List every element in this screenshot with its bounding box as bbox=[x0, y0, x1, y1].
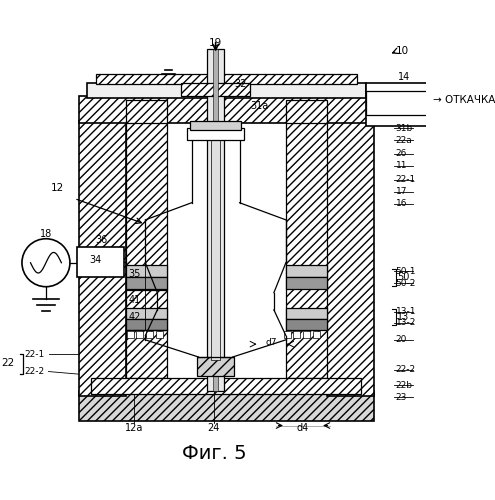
Bar bbox=[366, 83, 430, 126]
Text: 22b: 22b bbox=[396, 381, 412, 390]
Text: 50-2: 50-2 bbox=[396, 279, 416, 288]
Bar bbox=[207, 48, 224, 392]
Bar bbox=[92, 378, 361, 394]
Text: d7: d7 bbox=[265, 338, 277, 347]
Text: 34: 34 bbox=[90, 255, 102, 265]
Text: 36: 36 bbox=[96, 234, 108, 244]
Text: 24: 24 bbox=[208, 423, 220, 433]
Bar bbox=[187, 128, 244, 140]
Bar bbox=[286, 320, 327, 330]
Bar bbox=[293, 332, 299, 338]
Bar bbox=[181, 83, 250, 96]
Text: 12a: 12a bbox=[125, 423, 144, 433]
Bar bbox=[126, 266, 167, 278]
Text: 11: 11 bbox=[396, 162, 407, 170]
Bar bbox=[79, 122, 126, 396]
Bar bbox=[126, 100, 167, 123]
Text: 19: 19 bbox=[209, 38, 222, 48]
Bar bbox=[286, 100, 327, 123]
Bar bbox=[286, 266, 327, 278]
Bar bbox=[286, 122, 327, 378]
Text: 50-1: 50-1 bbox=[396, 267, 416, 276]
Text: 31a: 31a bbox=[250, 101, 268, 111]
Bar bbox=[156, 332, 163, 338]
Bar bbox=[211, 128, 220, 360]
Text: 50: 50 bbox=[397, 272, 410, 282]
Text: Фиг. 5: Фиг. 5 bbox=[182, 444, 246, 464]
Bar bbox=[96, 74, 357, 85]
Bar bbox=[303, 332, 310, 338]
Bar bbox=[197, 357, 235, 376]
Text: 10: 10 bbox=[396, 46, 409, 56]
Text: 13: 13 bbox=[397, 312, 409, 322]
Text: 12: 12 bbox=[51, 183, 64, 193]
Bar bbox=[167, 122, 327, 378]
Bar bbox=[126, 278, 167, 289]
Bar bbox=[126, 122, 167, 378]
Bar bbox=[126, 308, 167, 320]
Text: 31b: 31b bbox=[396, 124, 413, 132]
Bar bbox=[284, 332, 291, 338]
Bar bbox=[286, 278, 327, 289]
Bar bbox=[366, 92, 430, 116]
Text: 22a: 22a bbox=[396, 136, 412, 144]
Text: 22-1: 22-1 bbox=[25, 350, 45, 359]
Bar bbox=[146, 332, 153, 338]
Bar bbox=[87, 83, 366, 98]
Text: 35: 35 bbox=[128, 269, 141, 279]
Text: 23: 23 bbox=[396, 393, 407, 402]
Bar bbox=[136, 332, 143, 338]
Text: 14: 14 bbox=[398, 72, 410, 82]
Bar bbox=[127, 332, 134, 338]
Text: 22: 22 bbox=[1, 358, 15, 368]
Bar bbox=[213, 48, 218, 392]
Bar bbox=[190, 122, 242, 130]
Bar bbox=[286, 308, 327, 320]
Text: 22-1: 22-1 bbox=[396, 175, 416, 184]
Text: 41: 41 bbox=[128, 294, 141, 304]
Bar bbox=[79, 96, 374, 123]
Text: d4: d4 bbox=[297, 423, 309, 433]
Bar bbox=[313, 332, 320, 338]
Text: 22-2: 22-2 bbox=[396, 366, 416, 374]
Text: 18: 18 bbox=[40, 230, 52, 239]
Text: 20: 20 bbox=[396, 336, 407, 344]
Text: 32: 32 bbox=[235, 80, 247, 90]
Bar bbox=[79, 392, 374, 421]
Text: 16: 16 bbox=[396, 199, 407, 208]
Text: 17: 17 bbox=[396, 187, 407, 196]
Text: 13-1: 13-1 bbox=[396, 307, 416, 316]
Bar bbox=[126, 320, 167, 330]
Text: 22-2: 22-2 bbox=[25, 367, 45, 376]
Bar bbox=[327, 122, 374, 396]
Text: 26: 26 bbox=[396, 150, 407, 158]
Text: 13-2: 13-2 bbox=[396, 318, 416, 327]
Text: → ОТКАЧКА: → ОТКАЧКА bbox=[433, 95, 495, 105]
Text: 42: 42 bbox=[128, 312, 141, 322]
Bar bbox=[77, 248, 124, 278]
